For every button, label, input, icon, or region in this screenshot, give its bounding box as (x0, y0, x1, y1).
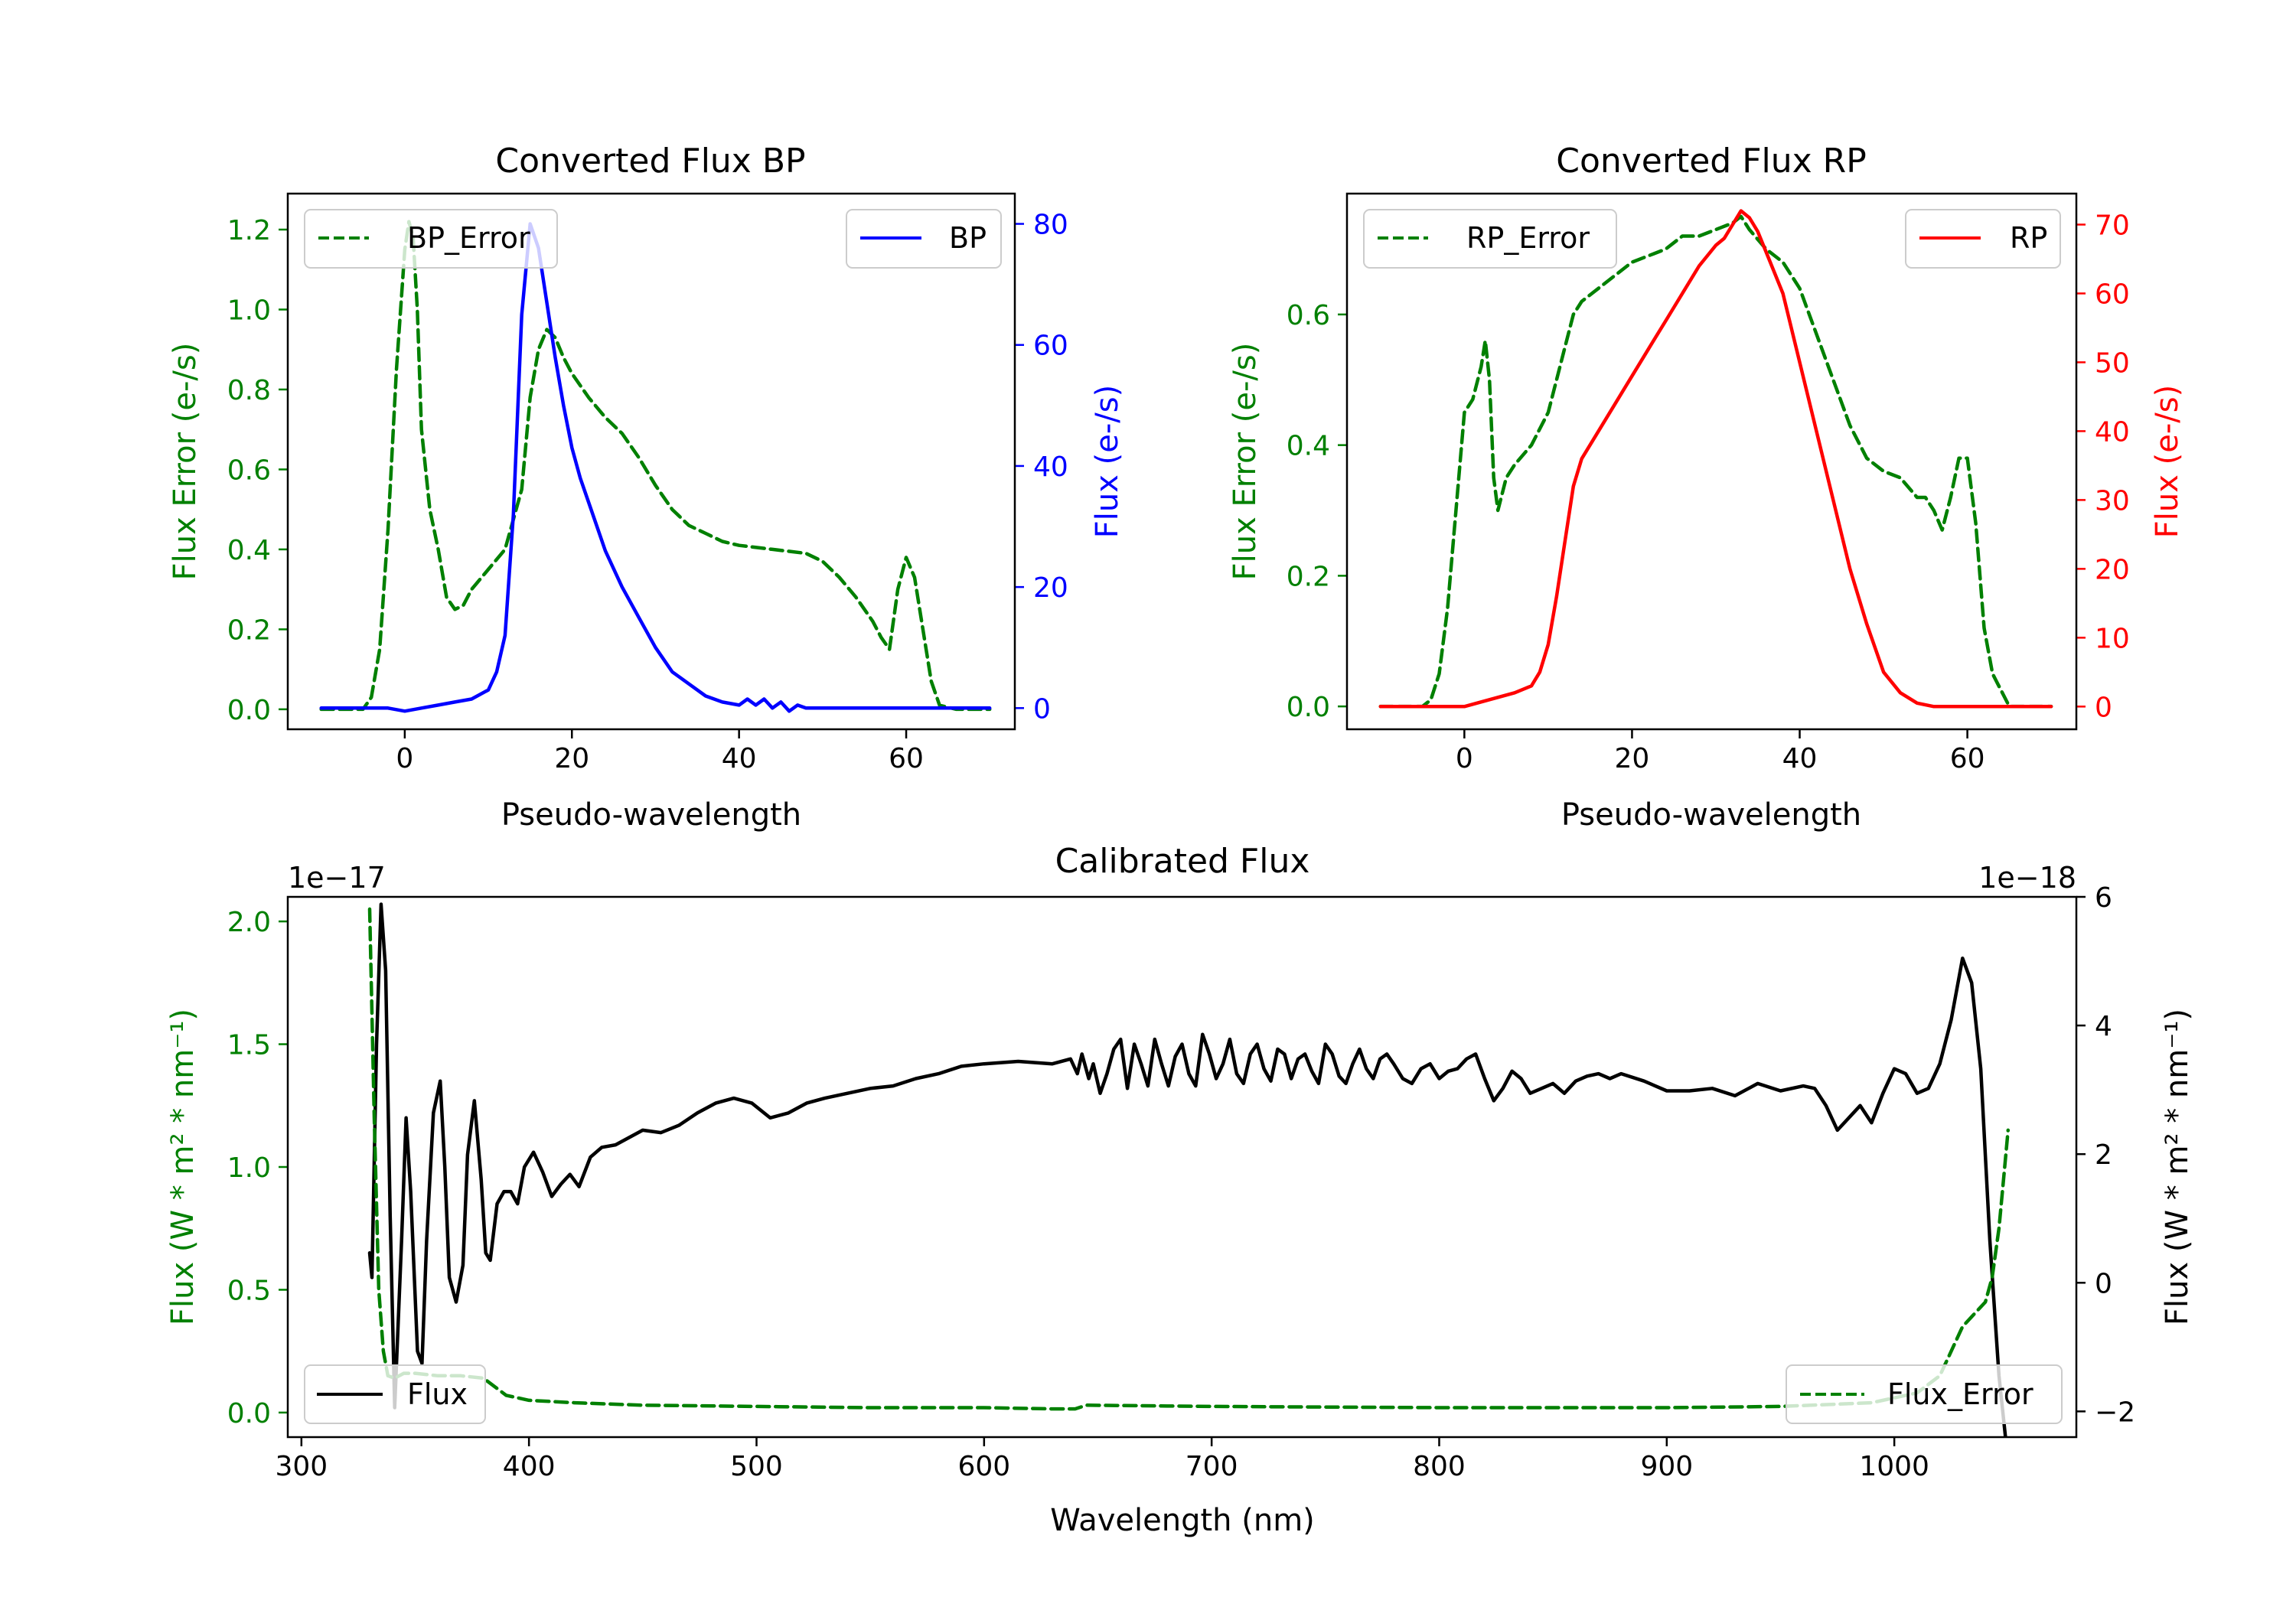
series-rp-line (1378, 209, 2053, 709)
panel-calibrated-frame (286, 895, 2078, 1439)
xtick-label: 400 (503, 1451, 556, 1482)
ytick-right-label: 4 (2095, 1011, 2112, 1042)
panel-rp-frame (1345, 192, 2078, 731)
ytick-right-label: 80 (1033, 210, 1068, 241)
ytick-right-label: 60 (1033, 331, 1068, 362)
xtick-label: 300 (275, 1451, 328, 1482)
series-flux-line (367, 902, 2007, 1437)
ytick-right-label: 30 (2095, 485, 2130, 517)
panel-calibrated-title: Calibrated Flux (1055, 842, 1310, 881)
ytick-left-label: 0.6 (227, 455, 271, 486)
panel-calibrated: Calibrated Flux 1e−17 1e−18 300 400 500 600… (165, 842, 2195, 1538)
ytick-right-label: 40 (2095, 416, 2130, 448)
panel-rp-ylabel-left: Flux Error (e-/s) (1228, 343, 1263, 581)
panel-rp-legend-right-label: RP (2010, 221, 2047, 255)
ytick-right-label: 60 (2095, 279, 2130, 310)
xtick-label: 700 (1186, 1451, 1238, 1482)
xtick-label: 0 (396, 743, 413, 774)
ytick-right-label: 0 (2095, 692, 2112, 723)
ytick-right-label: 20 (2095, 554, 2130, 585)
panel-rp-legend-left-box (1363, 209, 1617, 269)
panel-calibrated-ylabel-right: Flux (W * m² * nm⁻¹) (2160, 1009, 2195, 1325)
panel-rp-ticks: 0 20 40 60 0.0 0.2 0.4 0.6 0 10 20 30 40 50 60 70 (1287, 210, 2130, 774)
ytick-left-label: 1.5 (227, 1030, 271, 1061)
panel-bp-title: Converted Flux BP (495, 142, 805, 181)
panel-rp-title: Converted Flux RP (1556, 142, 1867, 181)
panel-rp: Converted Flux RP 0 20 40 60 0.0 0.2 0.4 0.6 0 10… (1228, 142, 2185, 833)
panel-rp-legend-right-box (1905, 209, 2061, 269)
panel-calibrated-legend-left: Flux (304, 1364, 486, 1424)
ytick-left-label: 0.0 (227, 695, 271, 726)
ytick-left-label: 0.4 (227, 535, 271, 566)
series-rp-error-line (1378, 214, 2053, 709)
ytick-left-label: 1.0 (227, 295, 271, 326)
xtick-label: 40 (1782, 743, 1818, 774)
xtick-label: 0 (1456, 743, 1473, 774)
xtick-label: 40 (722, 743, 757, 774)
ytick-right-label: 2 (2095, 1139, 2112, 1171)
ytick-left-label: 0.2 (227, 614, 271, 646)
series-bp-line (319, 222, 992, 713)
panel-bp-xlabel: Pseudo-wavelength (501, 797, 801, 833)
panel-calibrated-offset-right: 1e−18 (1978, 861, 2076, 895)
panel-bp-frame (286, 192, 1016, 731)
ytick-left-label: 0.0 (227, 1398, 271, 1429)
panel-calibrated-ylabel-left: Flux (W * m² * nm⁻¹) (165, 1009, 201, 1325)
panel-bp-ylabel-left: Flux Error (e-/s) (168, 343, 203, 581)
xtick-label: 600 (957, 1451, 1010, 1482)
panel-calibrated-legend-right: Flux_Error (1786, 1364, 2063, 1424)
ytick-right-label: 70 (2095, 210, 2130, 241)
panel-bp-ylabel-right: Flux (e-/s) (1090, 385, 1125, 538)
panel-calibrated-legend-left-label: Flux (407, 1377, 468, 1411)
panel-calibrated-legend-right-box (1786, 1364, 2063, 1424)
panel-bp-legend-right-label: BP (949, 221, 987, 255)
panel-bp-legend-left: BP_Error (304, 209, 558, 269)
ytick-left-label: 1.0 (227, 1152, 271, 1184)
ytick-right-label: 20 (1033, 572, 1068, 604)
xtick-label: 800 (1413, 1451, 1466, 1482)
ytick-right-label: 40 (1033, 451, 1068, 483)
panel-rp-xlabel: Pseudo-wavelength (1561, 797, 1861, 833)
panel-bp-ticks: 0 20 40 60 0.0 0.2 0.4 0.6 0.8 1.0 1.2 0 20 40 60 80 (227, 210, 1068, 774)
panel-rp-legend-left: RP_Error (1363, 209, 1617, 269)
ytick-left-label: 2.0 (227, 907, 271, 938)
ytick-left-label: 0.4 (1287, 431, 1330, 462)
panel-rp-series (1378, 209, 2053, 709)
ytick-left-label: 0.6 (1287, 300, 1330, 331)
panel-bp-series (319, 220, 992, 713)
xtick-label: 20 (554, 743, 589, 774)
panel-bp-legend-right: BP (846, 209, 1002, 269)
panel-rp-legend-right: RP (1905, 209, 2061, 269)
panel-calibrated-legend-right-label: Flux_Error (1887, 1377, 2033, 1411)
xtick-label: 900 (1640, 1451, 1693, 1482)
xtick-label: 60 (1950, 743, 1985, 774)
panel-calibrated-offset-left: 1e−17 (288, 861, 386, 895)
ytick-left-label: 1.2 (227, 215, 271, 246)
ytick-left-label: 0.0 (1287, 692, 1330, 723)
ytick-right-label: 0 (2095, 1268, 2112, 1299)
xtick-label: 60 (889, 743, 924, 774)
panel-calibrated-ticks: 300 400 500 600 700 800 900 1000 0.0 0.5 1.0 1.5 2.0… (227, 882, 2135, 1482)
ytick-left-label: 0.8 (227, 375, 271, 406)
xtick-label: 1000 (1859, 1451, 1929, 1482)
ytick-right-label: 0 (1033, 693, 1051, 725)
panel-bp: Converted Flux BP 0 20 40 60 0.0 0.2 0.4 0.6 0.8… (168, 142, 1125, 833)
panel-calibrated-xlabel: Wavelength (nm) (1050, 1503, 1315, 1538)
xtick-label: 500 (730, 1451, 783, 1482)
xtick-label: 20 (1615, 743, 1650, 774)
panel-rp-legend-left-label: RP_Error (1466, 221, 1590, 255)
ytick-right-label: 50 (2095, 347, 2130, 379)
panel-bp-legend-left-label: BP_Error (407, 221, 530, 255)
ytick-right-label: −2 (2095, 1397, 2135, 1428)
ytick-right-label: 6 (2095, 882, 2112, 914)
series-bp-error-line (319, 220, 992, 712)
panel-rp-ylabel-right: Flux (e-/s) (2150, 385, 2185, 538)
panel-bp-legend-right-box (846, 209, 1002, 269)
ytick-right-label: 10 (2095, 623, 2130, 654)
ytick-left-label: 0.5 (227, 1275, 271, 1306)
ytick-left-label: 0.2 (1287, 561, 1330, 592)
panel-calibrated-legend-left-box (304, 1364, 486, 1424)
panel-bp-legend-left-box (304, 209, 558, 269)
